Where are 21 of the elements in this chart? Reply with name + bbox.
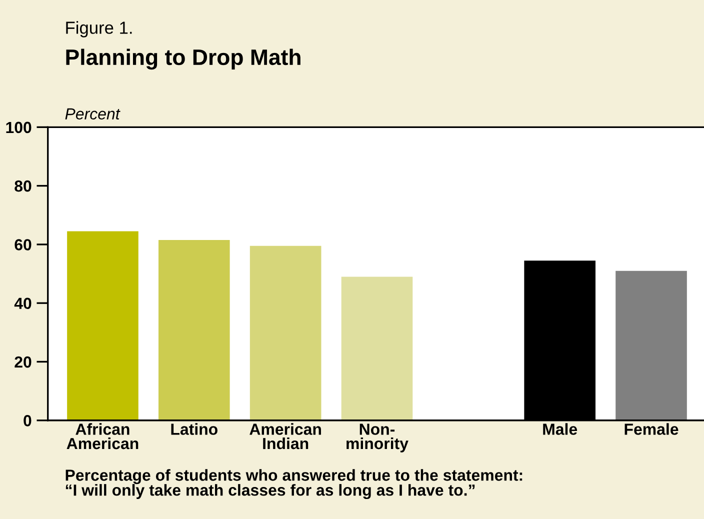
y-axis-title: Percent	[65, 108, 120, 120]
y-tick-label: 0	[24, 415, 32, 426]
y-tick-label: 60	[14, 239, 32, 250]
bar	[616, 270, 687, 420]
y-tick-label: 100	[6, 122, 32, 134]
text: Percentage of students who answered true to the statement: “I will only take math classes for as long as I have to.”	[66, 469, 522, 500]
bar	[341, 276, 413, 420]
x-tick-label: African American	[66, 423, 138, 450]
y-tick-label: 20	[14, 356, 32, 368]
chart-title: Planning to Drop Math	[66, 48, 300, 70]
x-tick-label: Male	[543, 423, 578, 435]
x-tick-label: Latino	[171, 423, 218, 435]
chart-subtitle: Figure 1.	[66, 21, 132, 38]
y-tick-label: 80	[14, 180, 32, 192]
bar	[67, 231, 138, 420]
x-tick-label: Female	[624, 423, 678, 435]
y-tick-label: 40	[14, 298, 32, 310]
x-tick-label: Non- minority	[346, 424, 408, 452]
bar	[250, 246, 322, 420]
bar	[158, 240, 230, 420]
x-tick-label: American Indian	[250, 423, 321, 450]
